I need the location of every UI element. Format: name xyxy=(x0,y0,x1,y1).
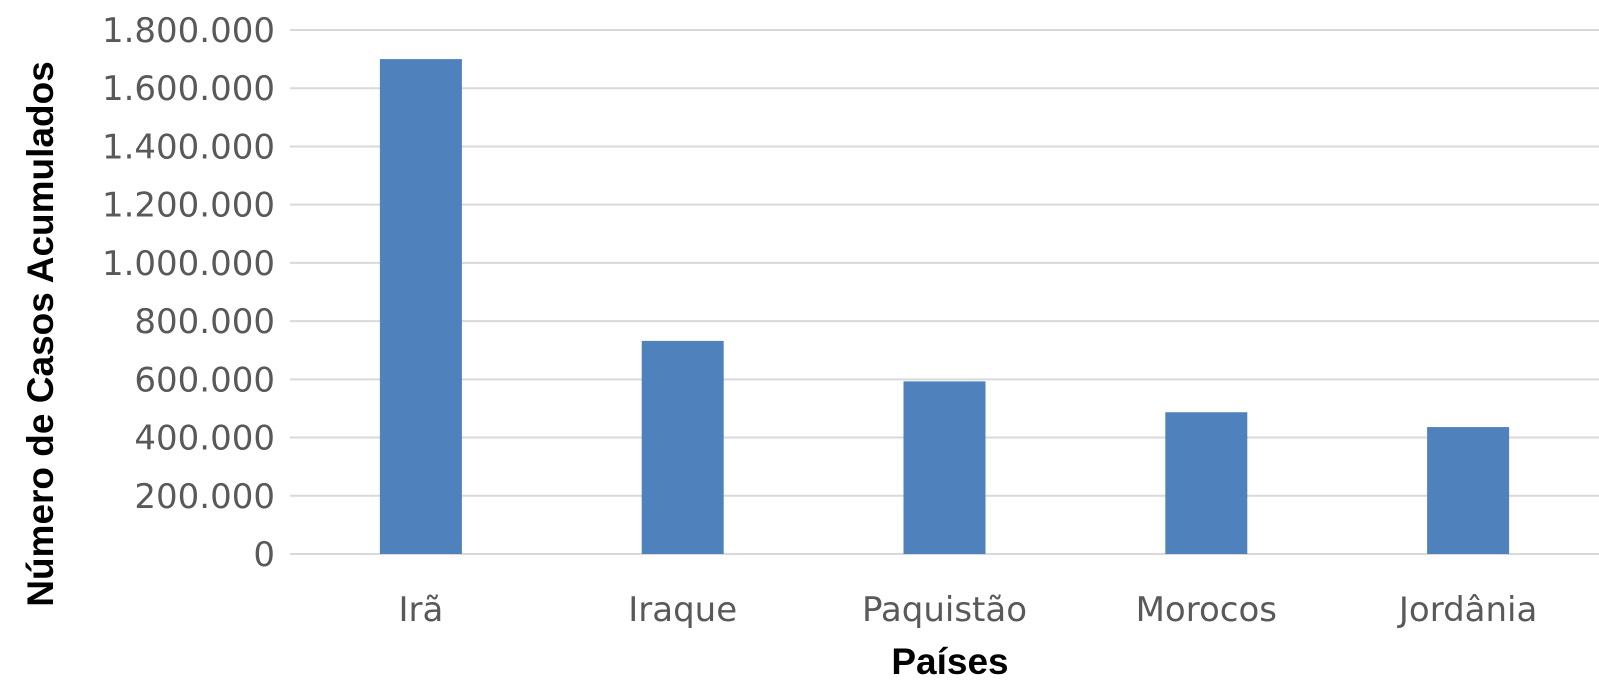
y-tick-label: 800.000 xyxy=(134,302,275,342)
y-axis-title: Número de Casos Acumulados xyxy=(20,61,61,607)
x-axis-title: Países xyxy=(891,641,1008,682)
y-tick-label: 200.000 xyxy=(134,477,275,517)
y-tick-label: 0 xyxy=(253,535,275,575)
x-axis-tick-labels: Irã Iraque Paquistão Morocos Jordânia xyxy=(398,590,1537,630)
x-tick-label: Jordânia xyxy=(1397,590,1537,630)
y-tick-label: 1.600.000 xyxy=(102,69,275,109)
x-tick-label: Morocos xyxy=(1136,590,1277,630)
y-axis-tick-labels: 0 200.000 400.000 600.000 800.000 1.000.000 1.… xyxy=(102,11,275,575)
y-tick-label: 1.200.000 xyxy=(102,186,275,226)
x-tick-label: Irã xyxy=(398,590,443,630)
x-tick-label: Paquistão xyxy=(862,590,1027,630)
y-tick-label: 1.400.000 xyxy=(102,127,275,167)
bar xyxy=(379,59,462,554)
gridlines xyxy=(290,29,1599,555)
y-tick-label: 400.000 xyxy=(134,419,275,459)
y-tick-label: 1.000.000 xyxy=(102,244,275,284)
bar xyxy=(1427,427,1510,554)
y-tick-label: 1.800.000 xyxy=(102,11,275,51)
bar xyxy=(1165,412,1248,554)
bar xyxy=(641,340,724,554)
bars xyxy=(379,59,1510,554)
y-tick-label: 600.000 xyxy=(134,360,275,400)
bar xyxy=(903,381,986,554)
x-tick-label: Iraque xyxy=(628,590,737,630)
